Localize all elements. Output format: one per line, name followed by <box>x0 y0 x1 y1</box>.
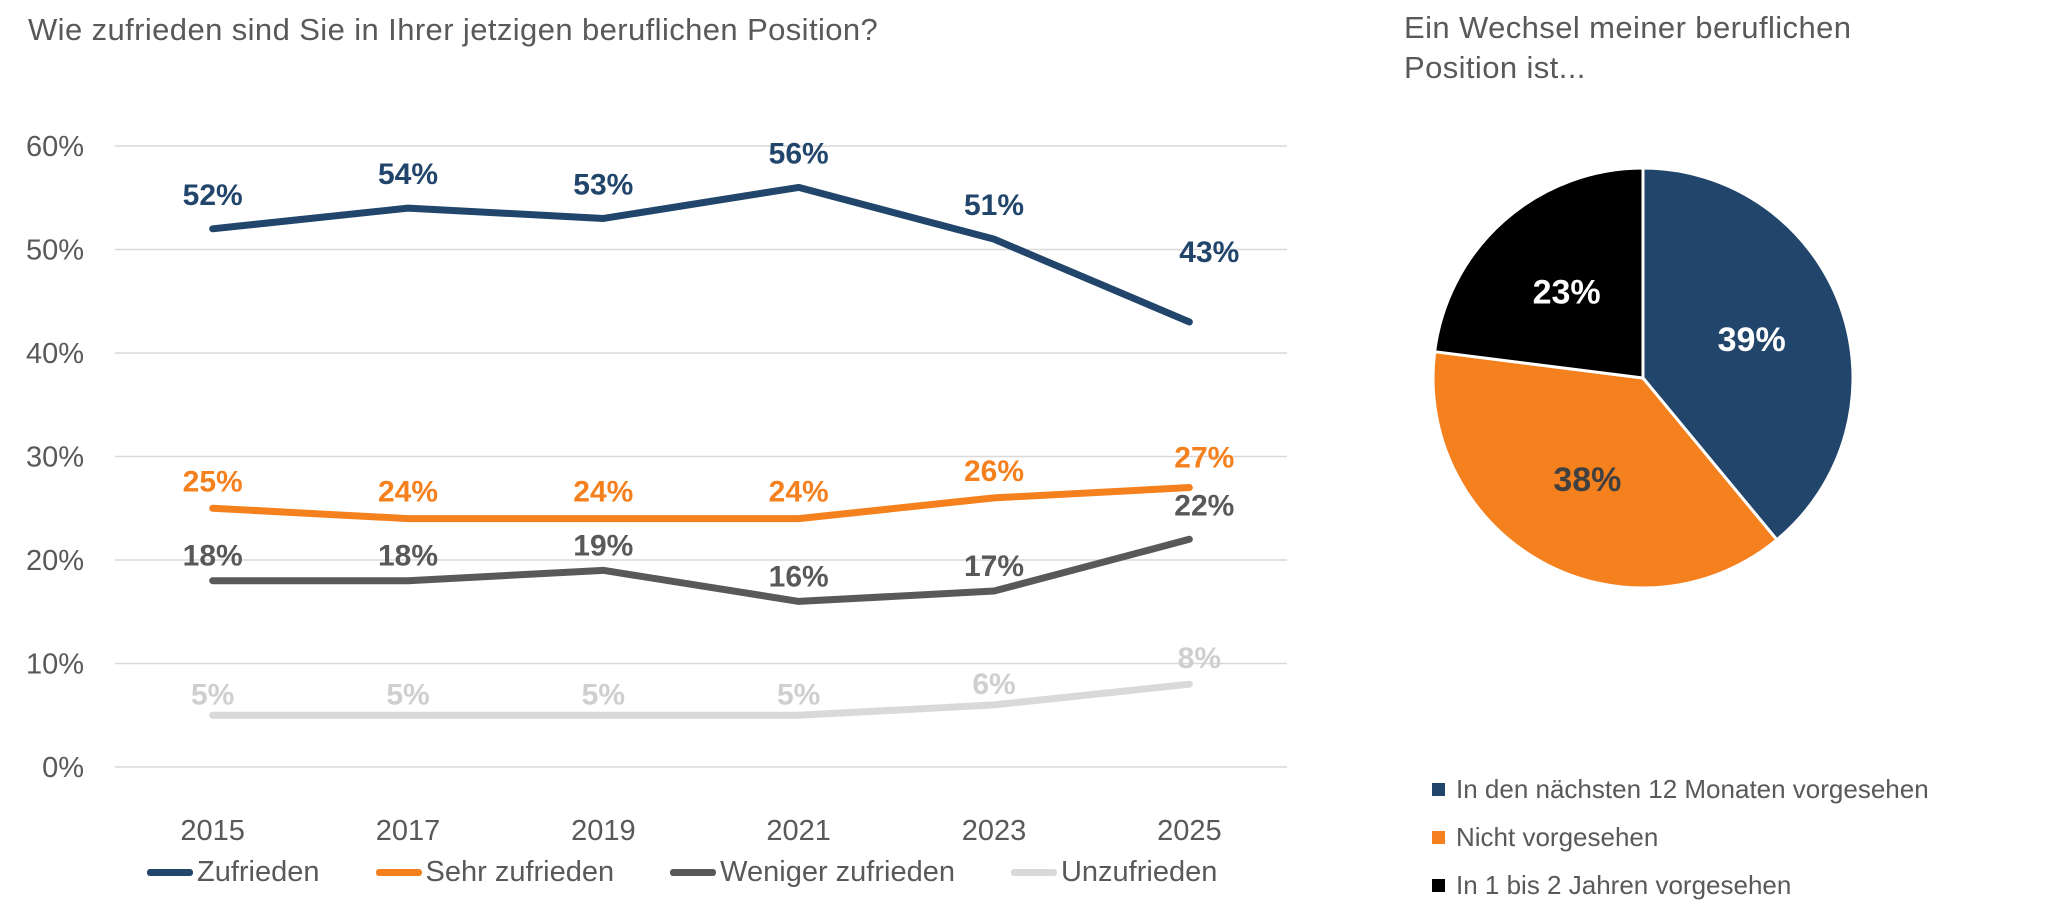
legend-label: Nicht vorgesehen <box>1456 822 1659 852</box>
data-label: 5% <box>191 678 234 711</box>
legend-item-sehr-zufrieden: Sehr zufrieden <box>375 856 615 889</box>
x-tick-label: 2019 <box>571 815 636 847</box>
pie-label-2: 23% <box>1533 273 1601 311</box>
legend-line-marker <box>1010 869 1057 876</box>
legend-square-marker <box>1432 783 1445 796</box>
series-line-0 <box>209 183 1193 326</box>
data-label: 17% <box>964 550 1024 583</box>
data-label: 6% <box>972 668 1015 701</box>
legend-label: In 1 bis 2 Jahren vorgesehen <box>1456 870 1792 900</box>
data-label: 5% <box>386 678 429 711</box>
y-tick-label: 50% <box>26 235 84 267</box>
y-tick-label: 40% <box>26 338 84 370</box>
data-label: 27% <box>1174 442 1234 475</box>
pie-chart-title: Ein Wechsel meiner beruflichen Position … <box>1404 10 1852 85</box>
pie-chart: 39% 38% 23% <box>1431 166 1855 590</box>
data-label: 25% <box>183 465 243 498</box>
legend-label: Weniger zufrieden <box>720 856 955 888</box>
y-tick-label: 30% <box>26 442 84 474</box>
data-label: 52% <box>183 179 243 212</box>
data-label: 5% <box>777 678 820 711</box>
series-line-3 <box>209 680 1193 719</box>
data-label: 8% <box>1178 642 1221 675</box>
legend-item-weniger-zufrieden: Weniger zufrieden <box>670 856 955 889</box>
pie-label-0: 39% <box>1718 321 1786 359</box>
legend-item-1-bis-2-jahre: In 1 bis 2 Jahren vorgesehen <box>1432 870 1929 901</box>
y-tick-label: 0% <box>42 752 84 784</box>
pie-label-1: 38% <box>1553 461 1621 499</box>
line-chart-title: Wie zufrieden sind Sie in Ihrer jetzigen… <box>28 12 879 47</box>
data-label: 53% <box>573 168 633 201</box>
series-line-2 <box>209 535 1193 605</box>
legend-item-nicht-vorgesehen: Nicht vorgesehen <box>1432 822 1929 853</box>
x-tick-label: 2023 <box>962 815 1027 847</box>
legend-line-marker <box>147 869 193 876</box>
data-label: 24% <box>378 476 438 509</box>
y-tick-label: 60% <box>26 131 84 163</box>
legend-square-marker <box>1432 879 1445 892</box>
y-tick-label: 10% <box>26 649 84 681</box>
data-label: 18% <box>378 540 438 573</box>
pie-slice-1 <box>1431 350 1779 590</box>
data-label: 54% <box>378 158 438 191</box>
legend-square-marker <box>1432 831 1445 844</box>
y-tick-label: 20% <box>26 545 84 577</box>
pie-slice-0 <box>1641 166 1855 542</box>
data-label: 56% <box>769 137 829 170</box>
legend-label: Zufrieden <box>197 856 320 888</box>
data-label: 43% <box>1179 236 1239 269</box>
legend-line-marker <box>670 869 717 876</box>
pie-slice-2 <box>1433 166 1645 380</box>
line-chart: 0% 10% 20% 30% 40% 50% 60% 2015 2017 2019 2021 2023… <box>26 131 1287 847</box>
legend-label: Sehr zufrieden <box>425 856 615 888</box>
data-label: 24% <box>573 476 633 509</box>
data-label: 26% <box>964 455 1024 488</box>
data-label: 16% <box>769 560 829 593</box>
x-tick-label: 2017 <box>376 815 441 847</box>
legend-label: Unzufrieden <box>1060 856 1218 888</box>
legend-line-marker <box>375 869 422 876</box>
x-tick-label: 2015 <box>180 815 245 847</box>
line-chart-legend: Zufrieden Sehr zufrieden Weniger zufried… <box>147 856 1217 889</box>
data-label: 22% <box>1174 489 1234 522</box>
data-label: 24% <box>769 476 829 509</box>
data-label: 5% <box>582 678 625 711</box>
data-label: 51% <box>964 189 1024 222</box>
legend-item-unzufrieden: Unzufrieden <box>1010 856 1218 889</box>
x-tick-label: 2021 <box>766 815 831 847</box>
pie-chart-legend: In den nächsten 12 Monaten vorgesehen Ni… <box>1432 774 1929 901</box>
legend-item-12-monate: In den nächsten 12 Monaten vorgesehen <box>1432 774 1929 805</box>
series-line-1 <box>209 484 1193 523</box>
legend-item-zufrieden: Zufrieden <box>147 856 320 889</box>
legend-label: In den nächsten 12 Monaten vorgesehen <box>1456 774 1929 804</box>
x-tick-label: 2025 <box>1157 815 1222 847</box>
data-label: 19% <box>573 529 633 562</box>
data-label: 18% <box>183 540 243 573</box>
